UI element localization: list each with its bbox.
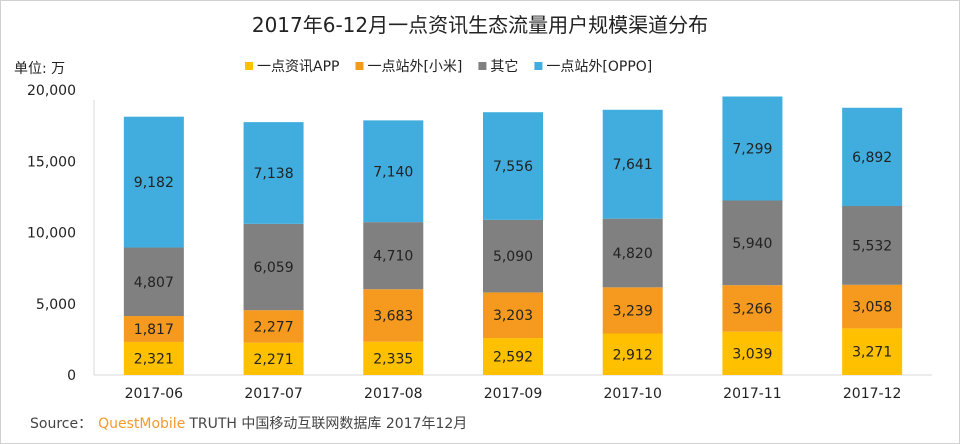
legend-swatch [245, 62, 253, 70]
data-label: 3,203 [493, 308, 533, 324]
chart-title: 2017年6-12月一点资讯生态流量用户规模渠道分布 [252, 13, 708, 37]
legend-label: 一点资讯APP [257, 59, 339, 75]
bar-segment [602, 287, 663, 334]
data-label: 3,039 [732, 346, 772, 362]
legend-label: 其它 [490, 58, 518, 75]
data-label: 5,532 [852, 238, 892, 254]
bar-segment [483, 338, 543, 375]
bar-segment [483, 292, 543, 339]
data-label: 2,912 [613, 347, 653, 363]
data-label: 5,090 [493, 249, 533, 265]
y-tick-label: 0 [67, 368, 76, 384]
x-tick-label: 2017-11 [723, 386, 782, 402]
data-label: 4,710 [373, 249, 413, 265]
data-label: 3,266 [732, 301, 772, 317]
bar-segment [483, 112, 543, 220]
bar-segment [123, 341, 184, 375]
data-label: 2,271 [254, 352, 294, 368]
data-label: 6,059 [254, 260, 294, 276]
y-tick-label: 15,000 [27, 154, 76, 170]
axes: 0 5,000 10,000 15,000 20,000 2017-06 2017-07 20… [27, 83, 932, 402]
data-label: 2,321 [134, 351, 174, 367]
bar-segment [243, 310, 304, 343]
source-note: Source： QuestMobile TRUTH 中国移动互联网数据库 2017年… [30, 416, 467, 432]
bars: 2,321 1,817 4,807 9,182 2,271 2,277 6,059 7,138… [123, 96, 903, 375]
data-label: 7,299 [732, 142, 772, 158]
data-label: 3,239 [613, 303, 653, 319]
bar-segment [602, 109, 663, 219]
legend-swatch [355, 62, 364, 70]
bar-segment [243, 122, 304, 224]
data-label: 9,182 [134, 175, 174, 191]
x-tick-label: 2017-07 [244, 386, 303, 402]
bar-segment [483, 219, 543, 293]
data-label: 2,592 [493, 350, 533, 366]
bar-segment [722, 285, 783, 332]
data-label: 7,556 [493, 159, 533, 175]
legend-label: 一点站外[OPPO] [546, 59, 652, 75]
bar-segment [722, 200, 783, 286]
data-label: 4,807 [134, 275, 174, 291]
data-label: 3,271 [852, 345, 892, 361]
bar-segment [602, 333, 663, 375]
bar-segment [363, 222, 424, 290]
x-tick-label: 2017-10 [603, 386, 662, 402]
legend-swatch [534, 62, 543, 70]
legend: 一点资讯APP 一点站外[小米] 其它 一点站外[OPPO] [245, 58, 652, 75]
data-label: 1,817 [134, 322, 174, 338]
data-label: 2,277 [254, 319, 294, 335]
x-tick-label: 2017-06 [125, 386, 184, 402]
legend-swatch [478, 62, 487, 70]
data-label: 4,820 [613, 246, 653, 262]
y-tick-label: 10,000 [27, 226, 76, 242]
source-brand: QuestMobile [98, 416, 185, 432]
data-label: 5,940 [732, 236, 772, 252]
unit-label: 单位: 万 [14, 61, 65, 77]
bar-segment [123, 247, 184, 317]
bar-segment [243, 223, 304, 311]
bar-segment [363, 289, 424, 342]
data-label: 7,140 [373, 164, 413, 180]
data-label: 3,683 [373, 308, 413, 324]
bar-segment [842, 284, 903, 329]
x-tick-label: 2017-08 [364, 386, 423, 402]
data-label: 6,892 [852, 150, 892, 166]
source-prefix: Source： [30, 416, 92, 432]
bar-segment [123, 116, 184, 248]
source-rest: TRUTH 中国移动互联网数据库 2017年12月 [188, 416, 467, 432]
bar-segment [842, 328, 903, 375]
bar-segment [363, 341, 424, 375]
x-tick-label: 2017-12 [843, 386, 902, 402]
data-label: 7,138 [254, 166, 294, 182]
bar-segment [842, 107, 903, 206]
y-tick-label: 5,000 [36, 297, 76, 313]
bar-segment [722, 331, 783, 375]
bar-segment [243, 342, 304, 375]
y-tick-label: 20,000 [27, 83, 76, 99]
data-label: 7,641 [613, 157, 653, 173]
bar-segment [842, 205, 903, 285]
bar-segment [123, 316, 184, 342]
bar-segment [363, 120, 424, 223]
data-label: 3,058 [852, 300, 892, 316]
data-label: 2,335 [373, 351, 413, 367]
legend-label: 一点站外[小米] [367, 59, 462, 75]
x-tick-label: 2017-09 [484, 386, 543, 402]
bar-segment [602, 218, 663, 288]
bar-segment [722, 96, 783, 201]
